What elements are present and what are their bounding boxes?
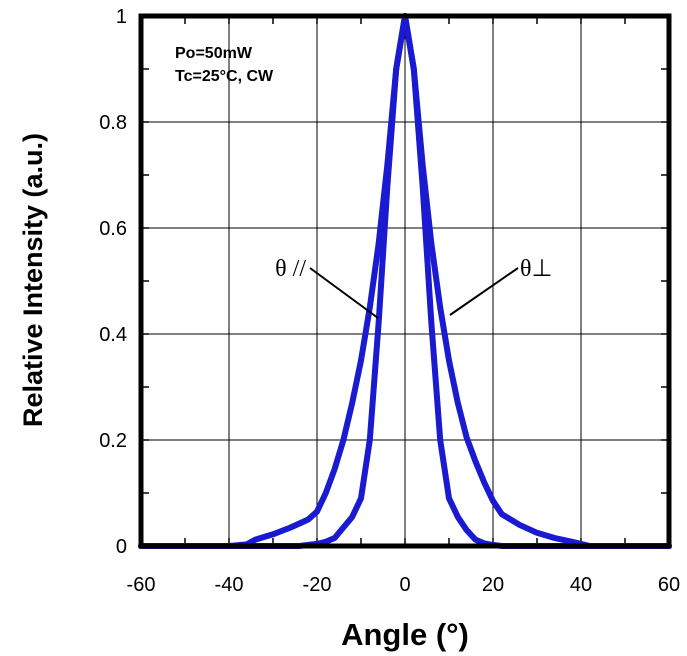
y-axis-title: Relative Intensity (a.u.) (18, 133, 48, 427)
x-tick-label: -40 (215, 574, 244, 596)
x-tick-labels: -60 -40 -20 0 20 40 60 (127, 574, 681, 596)
label-leader-perpendicular (449, 267, 519, 316)
y-tick-label: 0 (116, 536, 127, 558)
x-tick-label: 0 (399, 574, 410, 596)
x-tick-label: -20 (303, 574, 332, 596)
x-tick-label: 20 (482, 574, 504, 596)
plot-frame (138, 13, 672, 549)
annotation-temperature: Tc=25°C, CW (175, 68, 274, 85)
annotation-power: Po=50mW (175, 45, 253, 62)
x-tick-label: 40 (570, 574, 592, 596)
y-tick-labels: 0 0.2 0.4 0.6 0.8 1 (99, 6, 127, 558)
gridlines (141, 16, 669, 546)
series-label-parallel: θ // (275, 256, 306, 282)
y-tick-label: 1 (116, 6, 127, 28)
x-axis-title: Angle (°) (341, 617, 469, 652)
y-tick-label: 0.2 (99, 430, 127, 452)
y-tick-label: 0.6 (99, 218, 127, 240)
x-tick-label: -60 (127, 574, 156, 596)
y-tick-label: 0.4 (99, 324, 127, 346)
label-leader-parallel (309, 267, 379, 319)
y-tick-label: 0.8 (99, 112, 127, 134)
series-label-perpendicular: θ⊥ (520, 256, 552, 282)
x-tick-label: 60 (658, 574, 680, 596)
series-line-1 (138, 13, 672, 549)
